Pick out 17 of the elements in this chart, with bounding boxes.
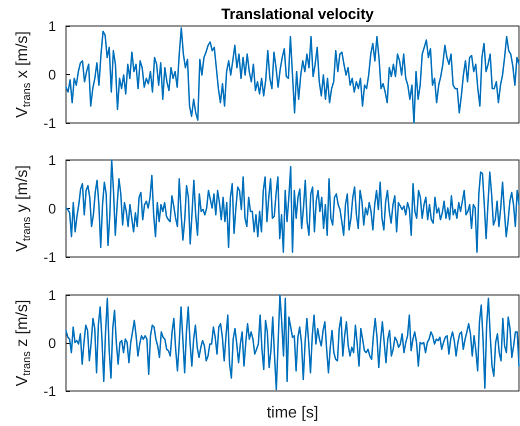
y-tick-label: -1 bbox=[44, 383, 56, 399]
y-tick-label: -1 bbox=[44, 249, 56, 265]
line-series bbox=[65, 294, 520, 390]
y-tick-label: 1 bbox=[48, 152, 56, 168]
x-axis-title: time [s] bbox=[266, 404, 318, 422]
line-series bbox=[65, 27, 520, 124]
y-tick-label: 1 bbox=[48, 18, 56, 34]
y-axis-title: Vtrans x [m/s] bbox=[14, 31, 34, 118]
y-tick-label: 0 bbox=[48, 200, 56, 216]
y-tick-label: 1 bbox=[48, 287, 56, 303]
y-tick-label: 0 bbox=[48, 66, 56, 82]
y-axis-title: Vtrans z [m/s] bbox=[14, 300, 34, 386]
line-series bbox=[65, 159, 520, 253]
y-tick-label: 0 bbox=[48, 335, 56, 351]
y-tick-label: -1 bbox=[44, 115, 56, 131]
chart-title: Translational velocity bbox=[221, 6, 374, 23]
y-axis-title: Vtrans y [m/s] bbox=[14, 165, 34, 252]
